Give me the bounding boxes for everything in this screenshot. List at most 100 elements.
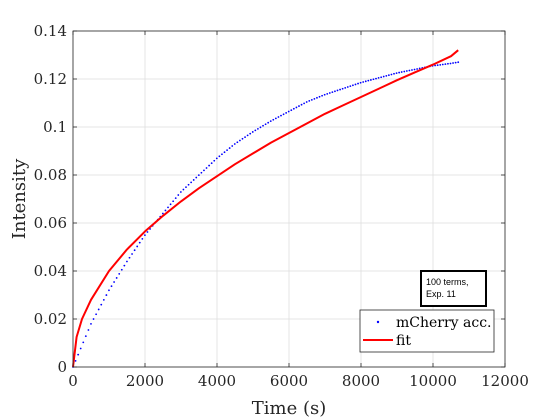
mcherry-point: [441, 63, 444, 66]
mcherry-point: [177, 194, 180, 196]
mcherry-point: [141, 238, 144, 240]
mcherry-point: [144, 234, 146, 237]
x-tick-label: 6000: [270, 372, 308, 390]
mcherry-point: [257, 127, 259, 130]
annotation-box: 100 terms, Exp. 11: [420, 270, 487, 307]
mcherry-point: [274, 117, 277, 120]
mcherry-point: [264, 123, 267, 126]
mcherry-point: [310, 98, 313, 101]
mcherry-point: [390, 73, 393, 76]
y-tick-label: 0: [57, 358, 67, 376]
mcherry-point: [408, 69, 411, 72]
mcherry-point: [300, 103, 303, 106]
mcherry-point: [213, 159, 216, 162]
mcherry-point: [272, 118, 275, 121]
mcherry-point: [346, 86, 349, 88]
mcherry-point: [349, 85, 352, 88]
mcherry-point: [87, 329, 90, 331]
y-axis-label: Intensity: [9, 158, 30, 239]
x-tick-label: 10000: [409, 372, 457, 390]
mcherry-point: [295, 106, 298, 109]
mcherry-point: [169, 203, 172, 206]
mcherry-point: [380, 76, 383, 79]
mcherry-point: [362, 81, 365, 83]
mcherry-point: [249, 132, 252, 135]
mcherry-point: [375, 77, 377, 80]
mcherry-point: [405, 70, 408, 72]
mcherry-point: [331, 91, 334, 94]
legend: mCherry acc. fit: [359, 309, 495, 353]
mcherry-point: [182, 188, 185, 191]
mcherry-point: [218, 155, 221, 158]
y-tick-label: 0.06: [34, 214, 67, 232]
mcherry-point: [454, 61, 457, 64]
x-tick-label: 8000: [342, 372, 380, 390]
mcherry-point: [372, 78, 375, 81]
mcherry-point: [195, 176, 198, 179]
mcherry-point: [403, 70, 406, 73]
mcherry-point: [316, 96, 318, 99]
y-tick-label: 0.1: [43, 118, 67, 136]
mcherry-point: [364, 80, 367, 83]
mcherry-point: [387, 74, 390, 77]
mcherry-point: [393, 72, 395, 75]
mcherry-point: [228, 147, 231, 149]
mcherry-point: [305, 101, 308, 103]
mcherry-point: [164, 209, 167, 212]
legend-label-mcherry: mCherry acc.: [396, 315, 492, 331]
mcherry-point: [262, 124, 264, 127]
mcherry-point: [200, 171, 203, 174]
mcherry-point: [74, 359, 77, 362]
mcherry-point: [100, 303, 103, 306]
mcherry-point: [328, 92, 331, 94]
y-tick-label: 0.08: [34, 166, 67, 184]
legend-label-fit: fit: [396, 333, 411, 349]
mcherry-point: [416, 68, 419, 70]
legend-box: [359, 309, 495, 353]
x-tick-label: 2000: [126, 372, 164, 390]
mcherry-point: [244, 136, 246, 139]
mcherry-point: [90, 322, 92, 325]
mcherry-point: [128, 256, 131, 259]
mcherry-point: [336, 89, 339, 92]
mcherry-point: [318, 95, 321, 98]
mcherry-point: [369, 79, 372, 81]
x-tick-label: 0: [68, 372, 78, 390]
mcherry-point: [434, 64, 436, 67]
mcherry-point: [197, 174, 200, 177]
mcherry-point: [231, 145, 234, 147]
mcherry-point: [108, 289, 110, 292]
x-tick-label: 12000: [481, 372, 529, 390]
mcherry-point: [84, 335, 87, 338]
mcherry-point: [321, 94, 323, 97]
mcherry-point: [246, 134, 249, 137]
mcherry-point: [280, 114, 282, 117]
mcherry-point: [413, 68, 416, 71]
mcherry-point: [359, 81, 362, 84]
mcherry-point: [308, 100, 311, 102]
mcherry-point: [167, 206, 169, 209]
mcherry-point: [285, 112, 288, 114]
mcherry-point: [221, 153, 223, 156]
mcherry-point: [339, 88, 341, 91]
mcherry-point: [298, 105, 300, 107]
mcherry-point: [179, 191, 182, 193]
ticks: 0 2000 4000 6000 8000 10000 12000 0 0.02 0.04 0.06…: [34, 22, 529, 390]
mcherry-point: [326, 92, 329, 95]
mcherry-point: [447, 62, 449, 65]
mcherry-point: [92, 318, 95, 320]
mcherry-point: [190, 181, 193, 184]
mcherry-point: [226, 149, 228, 152]
annotation-line-1: 100 terms,: [426, 277, 469, 287]
mcherry-point: [352, 84, 354, 87]
mcherry-point: [323, 93, 326, 96]
y-tick-label: 0.04: [34, 262, 67, 280]
mcherry-point: [161, 212, 164, 215]
mcherry-point: [146, 231, 149, 233]
mcherry-point: [277, 116, 280, 118]
mcherry-point: [208, 164, 211, 167]
fit-line: [72, 49, 459, 368]
mcherry-point: [210, 162, 213, 165]
mcherry-point: [233, 143, 236, 145]
